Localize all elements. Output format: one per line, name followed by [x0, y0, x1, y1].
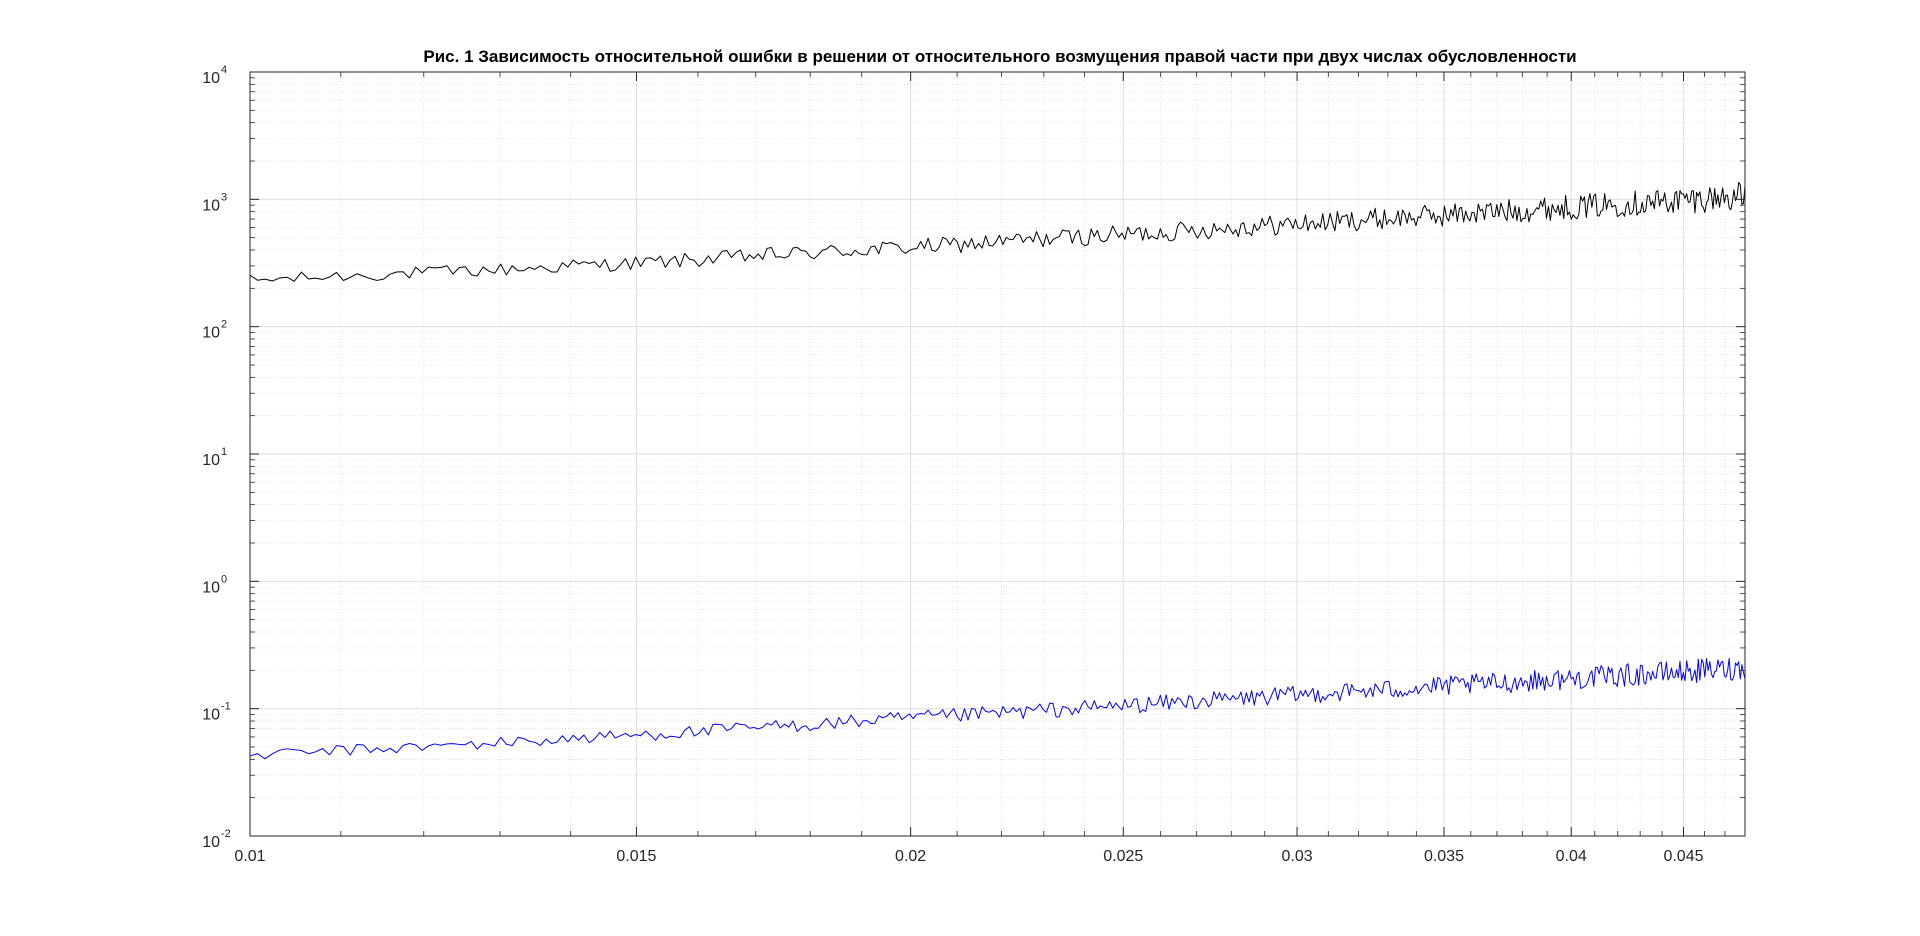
x-tick-label: 0.045 — [1663, 848, 1703, 865]
y-tick-label: 10 1 — [202, 446, 227, 469]
y-tick-label: 10 3 — [202, 191, 227, 214]
y-tick-exponent: 0 — [221, 573, 227, 585]
series-layer — [249, 181, 1746, 760]
y-tick-exponent: -1 — [221, 701, 231, 713]
y-tick-exponent: 2 — [221, 319, 227, 331]
x-tick-label: 0.02 — [895, 848, 926, 865]
series-line-1 — [249, 181, 1746, 282]
y-tick-label: 10 -1 — [202, 701, 231, 724]
y-tick-label: 10 0 — [202, 573, 227, 596]
y-tick-exponent: 3 — [221, 191, 227, 203]
y-tick-base: 10 — [202, 197, 220, 214]
chart-title: Рис. 1 Зависимость относительной ошибки … — [423, 47, 1576, 66]
x-tick-label: 0.035 — [1424, 848, 1464, 865]
x-tick-label: 0.025 — [1103, 848, 1143, 865]
x-tick-label: 0.01 — [234, 848, 265, 865]
series-line-2 — [249, 657, 1746, 760]
y-tick-base: 10 — [202, 70, 220, 87]
y-tick-exponent: 1 — [221, 446, 227, 458]
y-tick-base: 10 — [202, 834, 220, 851]
y-tick-base: 10 — [202, 579, 220, 596]
y-tick-label: 10 4 — [202, 64, 227, 87]
y-tick-label: 10 -2 — [202, 828, 231, 851]
x-tick-label: 0.015 — [616, 848, 656, 865]
axis-ticks — [249, 71, 1745, 837]
y-tick-exponent: 4 — [221, 64, 227, 76]
y-tick-base: 10 — [202, 452, 220, 469]
x-tick-label: 0.03 — [1281, 848, 1312, 865]
y-tick-exponent: -2 — [221, 828, 231, 840]
y-tick-label: 10 2 — [202, 319, 227, 342]
y-tick-base: 10 — [202, 325, 220, 342]
y-tick-base: 10 — [202, 707, 220, 724]
x-axis-tick-labels: 0.01 0.015 0.02 0.025 0.03 0.035 0.04 0.045 — [234, 848, 1703, 865]
x-tick-label: 0.04 — [1556, 848, 1587, 865]
